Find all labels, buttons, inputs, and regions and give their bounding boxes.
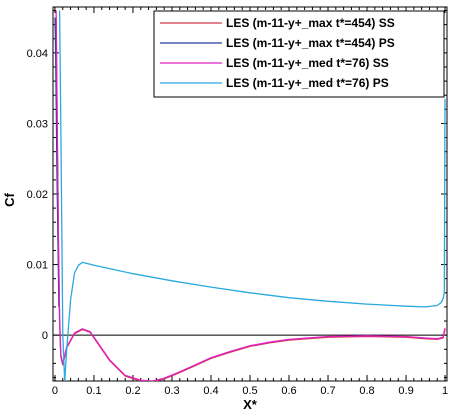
y-tick-label: 0.02 xyxy=(27,189,48,201)
y-tick-label: 0.04 xyxy=(27,48,48,60)
x-tick-label: 0.4 xyxy=(203,385,218,397)
x-tick-label: 0.9 xyxy=(398,385,413,397)
x-tick-label: 0.2 xyxy=(125,385,140,397)
series-line-4 xyxy=(58,10,446,381)
x-tick-label: 0.7 xyxy=(320,385,335,397)
legend-label-1: LES (m-11-y+_max t*=454) SS xyxy=(226,16,395,30)
x-tick-label: 1 xyxy=(442,385,448,397)
x-tick-label: 0.1 xyxy=(86,385,101,397)
x-tick-label: 0.8 xyxy=(359,385,374,397)
series-group xyxy=(54,10,446,381)
x-tick-label: 0.6 xyxy=(281,385,296,397)
y-tick-label: 0 xyxy=(42,330,48,342)
x-tick-label: 0.3 xyxy=(164,385,179,397)
legend-label-3: LES (m-11-y+_med t*=76) SS xyxy=(226,56,389,70)
y-axis-title: Cf xyxy=(2,192,17,206)
x-tick-label: 0 xyxy=(52,385,58,397)
y-tick-label: 0.03 xyxy=(27,118,48,130)
y-tick-label: 0.01 xyxy=(27,260,48,272)
x-axis-title: X* xyxy=(243,397,258,412)
legend: LES (m-11-y+_max t*=454) SS LES (m-11-y+_… xyxy=(153,10,445,98)
legend-label-2: LES (m-11-y+_max t*=454) PS xyxy=(226,36,395,50)
tick-labels: 0 0.1 0.2 0.3 0.4 0.5 0.6 0.7 0.8 0.9 1 0 0.01 0.02 0.… xyxy=(27,48,449,397)
x-tick-label: 0.5 xyxy=(242,385,257,397)
series-line-3 xyxy=(55,10,446,381)
legend-label-4: LES (m-11-y+_med t*=76) PS xyxy=(226,76,389,90)
